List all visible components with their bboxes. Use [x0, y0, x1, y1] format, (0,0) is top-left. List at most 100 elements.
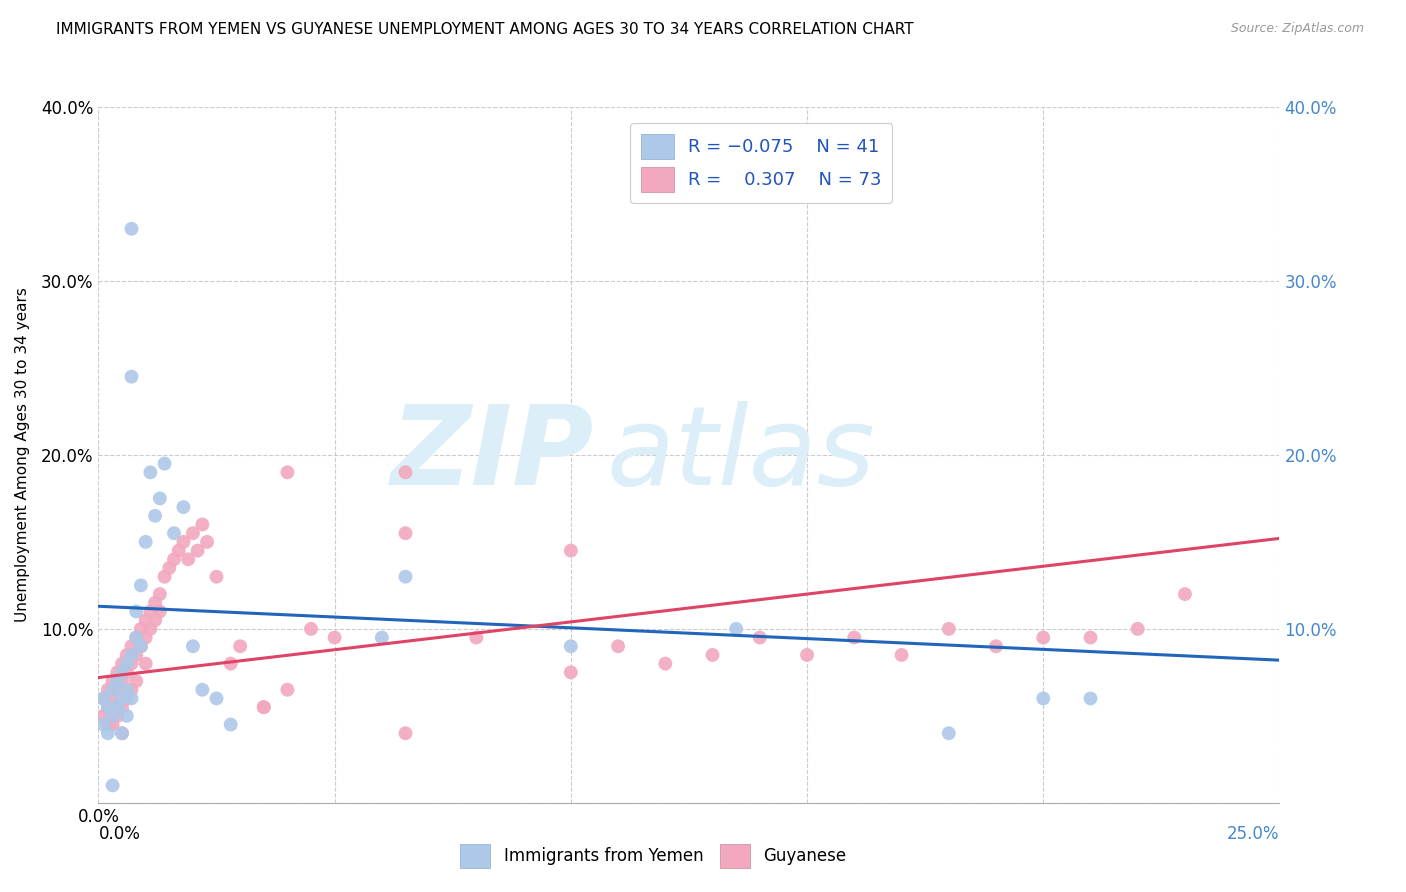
Point [172, 500, 194, 514]
Point [121, 369, 143, 384]
Point [725, 622, 748, 636]
Point [115, 657, 138, 671]
Point [115, 682, 138, 697]
Point [129, 639, 152, 653]
Point [219, 657, 242, 671]
Point [1174, 587, 1197, 601]
Text: atlas: atlas [606, 401, 875, 508]
Point [1080, 691, 1102, 706]
Point [135, 631, 157, 645]
Point [97, 700, 120, 714]
Point [253, 700, 276, 714]
Point [139, 466, 162, 480]
Point [607, 639, 630, 653]
Point [101, 691, 124, 706]
Point [149, 491, 172, 506]
Point [181, 639, 204, 653]
Point [276, 466, 298, 480]
Point [101, 717, 124, 731]
Point [654, 657, 676, 671]
Point [560, 639, 582, 653]
Point [105, 665, 128, 680]
Point [938, 726, 960, 740]
Point [125, 631, 148, 645]
Legend: Immigrants from Yemen, Guyanese: Immigrants from Yemen, Guyanese [454, 838, 853, 874]
Text: 0.0%: 0.0% [98, 825, 141, 843]
Point [163, 526, 186, 541]
Point [205, 691, 228, 706]
Point [97, 726, 120, 740]
Point [143, 508, 166, 523]
Point [91, 691, 114, 706]
Point [143, 613, 166, 627]
Point [191, 682, 214, 697]
Point [394, 726, 416, 740]
Text: IMMIGRANTS FROM YEMEN VS GUYANESE UNEMPLOYMENT AMONG AGES 30 TO 34 YEARS CORRELA: IMMIGRANTS FROM YEMEN VS GUYANESE UNEMPL… [56, 22, 914, 37]
Text: ZIP: ZIP [391, 401, 595, 508]
Point [796, 648, 818, 662]
Point [111, 657, 134, 671]
Text: Source: ZipAtlas.com: Source: ZipAtlas.com [1230, 22, 1364, 36]
Point [394, 570, 416, 584]
Point [91, 717, 114, 731]
Point [105, 700, 128, 714]
Point [702, 648, 724, 662]
Point [149, 587, 172, 601]
Point [984, 639, 1007, 653]
Point [219, 717, 242, 731]
Point [115, 691, 138, 706]
Point [153, 457, 176, 471]
Point [1126, 622, 1149, 636]
Point [105, 682, 128, 697]
Text: 25.0%: 25.0% [1227, 825, 1279, 843]
Point [187, 543, 209, 558]
Point [299, 622, 322, 636]
Point [111, 691, 134, 706]
Point [560, 543, 582, 558]
Point [105, 708, 128, 723]
Point [91, 708, 114, 723]
Point [195, 534, 218, 549]
Point [844, 631, 866, 645]
Point [105, 674, 128, 689]
Point [205, 570, 228, 584]
Point [121, 691, 143, 706]
Point [111, 726, 134, 740]
Point [890, 648, 912, 662]
Point [172, 534, 194, 549]
Point [101, 682, 124, 697]
Point [153, 570, 176, 584]
Point [121, 221, 143, 235]
Y-axis label: Unemployment Among Ages 30 to 34 years: Unemployment Among Ages 30 to 34 years [15, 287, 30, 623]
Point [371, 631, 394, 645]
Point [229, 639, 252, 653]
Point [177, 552, 200, 566]
Point [139, 605, 162, 619]
Point [149, 605, 172, 619]
Point [394, 526, 416, 541]
Point [121, 657, 143, 671]
Point [394, 466, 416, 480]
Point [157, 561, 180, 575]
Point [323, 631, 346, 645]
Point [121, 639, 143, 653]
Point [121, 682, 143, 697]
Point [97, 682, 120, 697]
Point [121, 648, 143, 662]
Point [181, 526, 204, 541]
Point [129, 639, 152, 653]
Point [101, 674, 124, 689]
Point [111, 700, 134, 714]
Point [276, 682, 298, 697]
Point [115, 665, 138, 680]
Point [1032, 691, 1054, 706]
Point [465, 631, 488, 645]
Point [115, 648, 138, 662]
Point [938, 622, 960, 636]
Point [125, 605, 148, 619]
Point [167, 543, 190, 558]
Point [163, 552, 186, 566]
Point [1080, 631, 1102, 645]
Point [125, 648, 148, 662]
Point [125, 631, 148, 645]
